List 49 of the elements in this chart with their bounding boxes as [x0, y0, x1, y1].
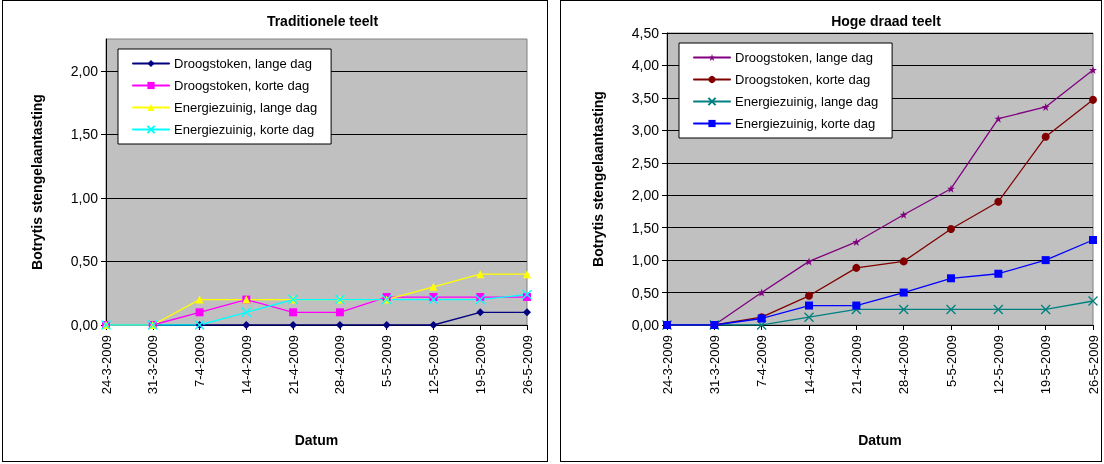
x-axis-title: Datum — [858, 432, 902, 448]
x-tick-label: 19-5-2009 — [1038, 335, 1054, 395]
x-tick-label: 5-5-2009 — [943, 335, 959, 388]
x-tick-label: 31-3-2009 — [706, 335, 722, 395]
x-tick-label: 7-4-2009 — [192, 335, 208, 388]
x-tick-label: 26-5-2009 — [519, 335, 535, 395]
chart-title: Traditionele teelt — [266, 13, 379, 29]
y-tick-label: 1,00 — [70, 189, 99, 206]
y-tick-label: 3,00 — [631, 122, 660, 139]
x-tick-label: 14-4-2009 — [801, 335, 817, 395]
x-tick-label: 19-5-2009 — [472, 335, 488, 395]
y-tick-label: 4,00 — [631, 57, 660, 74]
y-tick-label: 4,50 — [631, 25, 660, 41]
x-tick-label: 12-5-2009 — [425, 335, 441, 395]
chart-title: Hoge draad teelt — [831, 13, 942, 29]
y-axis-title: Botrytis stengelaantasting — [590, 91, 606, 267]
y-tick-label: 2,00 — [70, 62, 99, 79]
x-tick-label: 28-4-2009 — [896, 335, 912, 395]
y-tick-label: 0,00 — [70, 317, 99, 333]
x-axis-title: Datum — [294, 432, 339, 448]
legend-label: Droogstoken, lange dag — [735, 50, 874, 65]
y-tick-label: 2,50 — [631, 154, 660, 171]
legend-label: Energiezuinig, lange dag — [735, 94, 879, 109]
x-tick-label: 24-3-2009 — [659, 335, 675, 395]
y-tick-label: 3,50 — [631, 89, 660, 106]
y-tick-label: 1,50 — [631, 219, 660, 236]
y-tick-label: 2,00 — [631, 187, 660, 204]
x-tick-label: 5-5-2009 — [379, 335, 395, 388]
legend-label: Droogstoken, korte dag — [735, 72, 871, 87]
x-tick-label: 26-5-2009 — [1085, 335, 1101, 395]
x-tick-label: 14-4-2009 — [238, 335, 254, 395]
x-tick-label: 31-3-2009 — [145, 335, 161, 395]
legend-label: Droogstoken, korte dag — [174, 78, 310, 93]
legend-label: Droogstoken, lange dag — [174, 56, 313, 71]
x-tick-label: 12-5-2009 — [990, 335, 1006, 395]
x-tick-label: 21-4-2009 — [848, 335, 864, 395]
y-tick-label: 1,00 — [631, 252, 660, 269]
y-tick-label: 0,00 — [631, 317, 660, 333]
x-tick-label: 21-4-2009 — [285, 335, 301, 395]
y-axis-title: Botrytis stengelaantasting — [29, 94, 45, 270]
legend-label: Energiezuinig, lange dag — [174, 100, 318, 115]
y-tick-label: 1,50 — [70, 126, 99, 143]
x-tick-label: 7-4-2009 — [754, 335, 770, 388]
legend-label: Energiezuinig, korte dag — [174, 122, 315, 137]
legend-label: Energiezuinig, korte dag — [735, 116, 876, 131]
x-tick-label: 24-3-2009 — [98, 335, 114, 395]
y-tick-label: 0,50 — [70, 253, 99, 270]
x-tick-label: 28-4-2009 — [332, 335, 348, 395]
y-tick-label: 0,50 — [631, 284, 660, 301]
